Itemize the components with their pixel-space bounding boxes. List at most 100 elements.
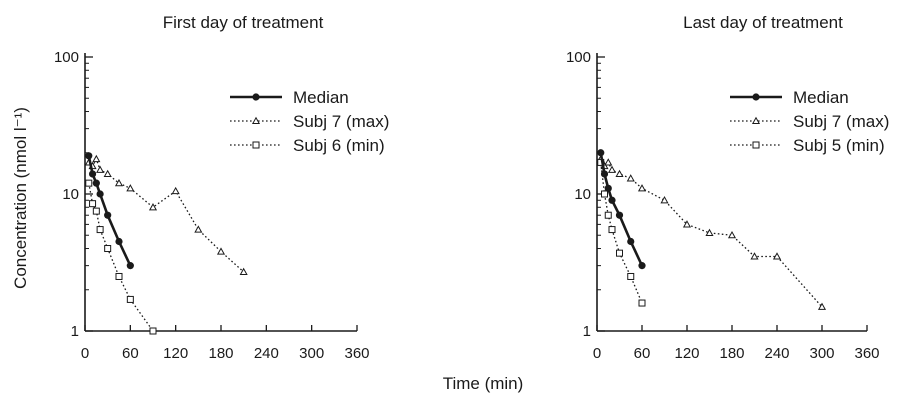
legend: Median Subj 7 (max) Subj 5 (min) (730, 88, 889, 155)
data-point (104, 211, 112, 219)
data-point (597, 149, 605, 157)
data-point (149, 327, 157, 335)
data-point (126, 184, 135, 192)
data-point (601, 190, 608, 198)
legend-label: Subj 7 (max) (793, 112, 889, 131)
data-point (616, 249, 623, 257)
data-point (104, 245, 112, 253)
data-point (682, 220, 692, 228)
x-tick-label: 180 (208, 345, 233, 362)
data-point (607, 165, 617, 173)
series-line (599, 152, 644, 267)
data-point (126, 295, 134, 303)
x-tick-label: 240 (254, 345, 279, 362)
y-axis-title: Concentration (nmol l⁻¹) (11, 107, 30, 289)
data-point (115, 237, 123, 246)
data-point (637, 184, 647, 192)
series-subj-6-min (85, 179, 157, 335)
data-point (148, 203, 158, 211)
data-point (171, 186, 180, 195)
x-axis-title: Time (min) (443, 374, 524, 393)
series-line (600, 158, 823, 308)
x-tick-label: 360 (344, 345, 369, 362)
legend-label: Median (793, 88, 849, 107)
data-point (638, 299, 646, 307)
data-point (638, 262, 646, 270)
y-tick-label: 10 (62, 186, 79, 203)
data-point (608, 226, 616, 234)
data-point (239, 267, 248, 275)
data-point (615, 169, 624, 178)
legend-swatch-marker (251, 116, 261, 125)
x-tick-label: 120 (674, 345, 699, 362)
series-median (597, 149, 646, 270)
data-point (772, 252, 782, 260)
data-point (88, 170, 97, 178)
x-tick-label: 0 (81, 345, 89, 362)
data-point (85, 152, 93, 160)
data-point (604, 211, 612, 219)
series-subj-5-min (597, 158, 646, 307)
legend-swatch-marker (752, 93, 760, 101)
x-tick-label: 240 (764, 345, 789, 362)
data-point (705, 228, 714, 236)
data-point (627, 272, 635, 280)
legend-swatch-marker (252, 141, 260, 149)
data-point (817, 302, 827, 310)
data-point (126, 262, 134, 270)
legend-label: Subj 6 (min) (293, 136, 385, 155)
y-tick-label: 1 (583, 323, 591, 340)
data-point (615, 211, 624, 219)
data-point (727, 231, 737, 239)
data-point (114, 178, 124, 187)
y-tick-label: 100 (566, 49, 591, 66)
x-tick-label: 0 (593, 345, 601, 362)
series-subj-7-max (596, 154, 827, 310)
data-point (600, 170, 609, 178)
legend-label: Subj 7 (max) (293, 112, 389, 131)
data-point (626, 174, 635, 182)
x-tick-label: 300 (809, 345, 834, 362)
x-tick-label: 300 (299, 345, 324, 362)
data-point (92, 179, 100, 187)
x-tick-label: 360 (854, 345, 879, 362)
data-point (96, 190, 104, 198)
legend-swatch-marker (751, 116, 761, 125)
data-point (85, 179, 93, 187)
legend: Median Subj 7 (max) Subj 6 (min) (230, 88, 389, 155)
data-point (604, 158, 613, 166)
legend-label: Subj 5 (min) (793, 136, 885, 155)
chart-title: First day of treatment (163, 13, 324, 32)
data-point (216, 247, 226, 255)
data-point (627, 237, 635, 246)
data-point (103, 169, 112, 178)
data-point (92, 154, 101, 163)
data-point (96, 226, 104, 234)
legend-swatch-marker (752, 141, 760, 149)
x-tick-label: 120 (163, 345, 188, 362)
chart-title: Last day of treatment (683, 13, 843, 32)
data-point (194, 225, 203, 233)
x-tick-label: 180 (719, 345, 744, 362)
data-point (608, 196, 616, 204)
y-tick-label: 1 (71, 323, 79, 340)
y-tick-label: 100 (54, 49, 79, 66)
data-point (89, 200, 97, 208)
data-point (96, 165, 105, 173)
data-point (750, 252, 759, 260)
legend-label: Median (293, 88, 349, 107)
data-point (660, 196, 669, 204)
data-point (604, 184, 612, 192)
data-point (115, 272, 123, 280)
data-point (92, 207, 100, 215)
chart-panel-first-day: First day of treatment 0 60 120 180 240 300 360… (54, 13, 389, 362)
x-tick-label: 60 (122, 345, 139, 362)
series-median (85, 152, 134, 270)
y-tick-label: 10 (574, 186, 591, 203)
legend-swatch-marker (252, 93, 260, 101)
series-line (88, 183, 154, 332)
series-line (88, 157, 245, 273)
x-tick-label: 60 (634, 345, 651, 362)
chart-panel-last-day: Last day of treatment 0 60 120 180 240 300 360 1… (566, 13, 889, 362)
